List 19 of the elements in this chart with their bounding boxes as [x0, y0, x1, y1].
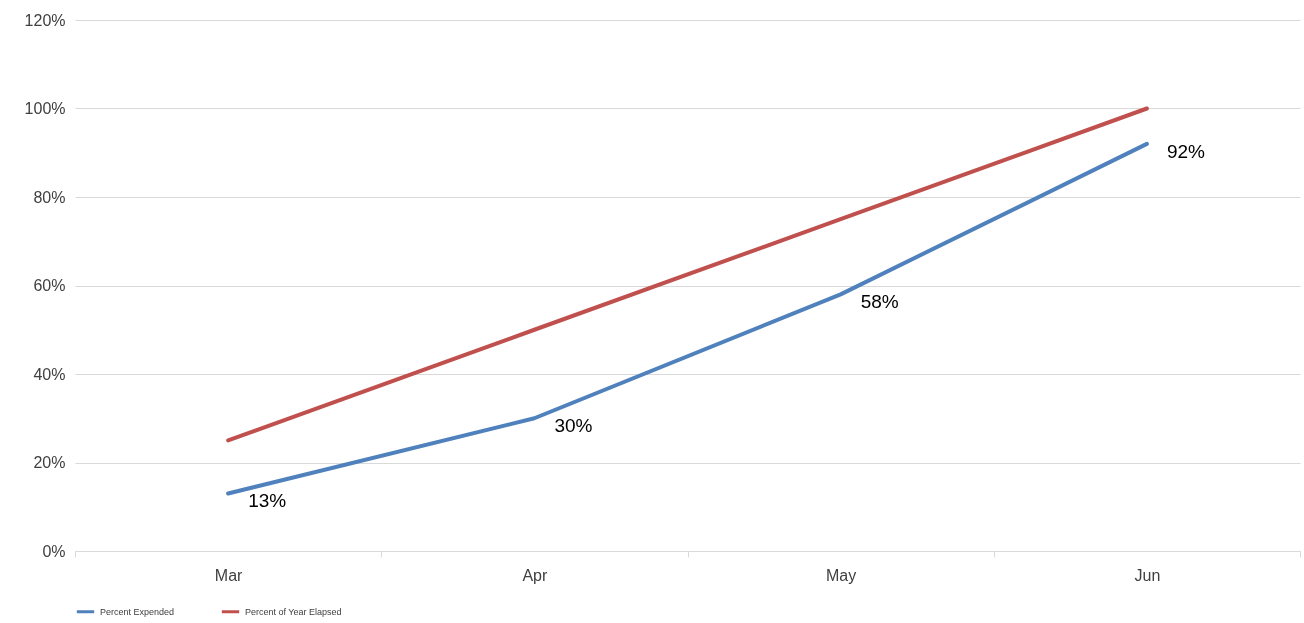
line-series	[226, 106, 1149, 443]
x-tick-label: Jun	[1134, 566, 1161, 584]
y-tick-label: 120%	[24, 11, 66, 29]
data-label: 30%	[554, 415, 593, 437]
x-tick-label: Apr	[522, 566, 548, 584]
data-label: 58%	[860, 291, 899, 313]
x-tick-label: May	[826, 566, 857, 584]
y-tick-label: 20%	[33, 454, 66, 471]
y-tick-label: 80%	[33, 188, 66, 206]
x-tick-label: Mar	[214, 566, 244, 584]
legend-label: Percent of Year Elapsed	[245, 606, 342, 617]
data-label: 92%	[1166, 140, 1206, 162]
y-tick-label: 100%	[24, 100, 66, 117]
data-label: 13%	[248, 490, 287, 512]
legend-label: Percent Expended	[100, 606, 175, 617]
line-series	[226, 141, 1149, 496]
y-tick-label: 40%	[33, 365, 66, 383]
y-tick-label: 0%	[42, 542, 66, 560]
y-tick-label: 60%	[33, 277, 66, 294]
